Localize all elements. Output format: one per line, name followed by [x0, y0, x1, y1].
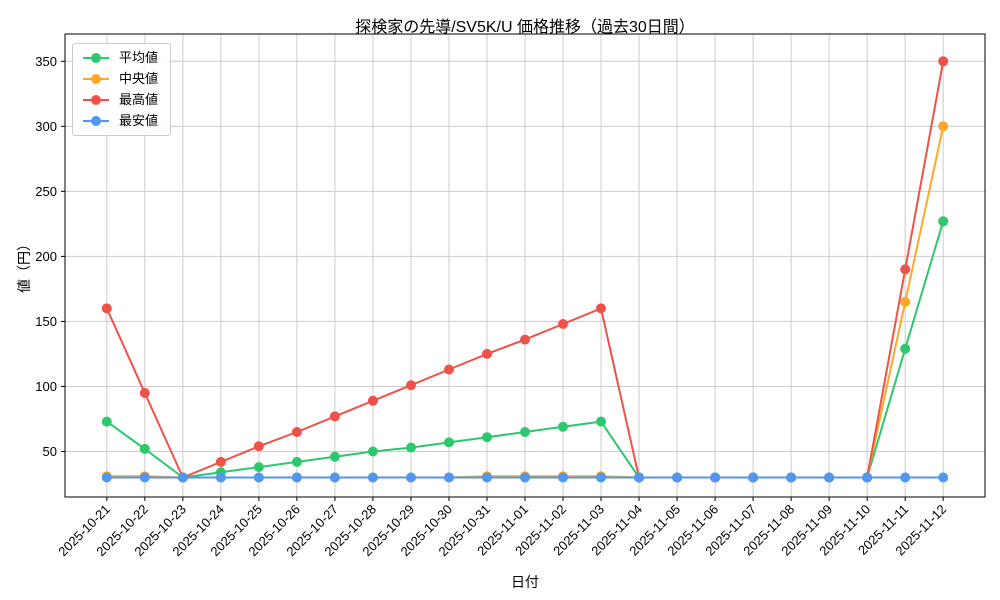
point-min	[177, 472, 188, 483]
point-mean	[900, 343, 911, 354]
y-tick-label: 150	[35, 314, 57, 329]
point-mean	[329, 451, 340, 462]
point-median	[900, 296, 911, 307]
point-mean	[139, 443, 150, 454]
point-min	[101, 472, 112, 483]
point-mean	[367, 446, 378, 457]
point-mean	[101, 416, 112, 427]
point-min	[215, 472, 226, 483]
point-max	[253, 441, 264, 452]
point-max	[444, 364, 454, 375]
legend-item-min: 最安値	[83, 114, 158, 128]
legend: 平均値中央値最高値最安値	[72, 43, 172, 136]
point-max	[596, 303, 606, 314]
point-max	[482, 348, 492, 359]
point-max	[900, 264, 911, 275]
y-axis-label: 値（円）	[16, 237, 32, 293]
legend-label-min: 最安値	[119, 113, 159, 128]
point-max	[139, 388, 150, 398]
point-min	[520, 472, 530, 483]
point-min	[710, 472, 721, 483]
point-max	[329, 411, 340, 422]
x-axis-label: 日付	[511, 574, 539, 590]
point-mean	[596, 416, 606, 427]
point-min	[558, 472, 568, 483]
point-min	[444, 472, 454, 483]
point-min	[824, 472, 835, 483]
point-min	[253, 472, 264, 483]
point-min	[862, 472, 873, 483]
point-min	[329, 472, 340, 483]
legend-marker-max-icon	[91, 95, 101, 105]
point-min	[672, 472, 683, 483]
point-max	[291, 427, 302, 437]
point-max	[215, 456, 226, 467]
point-max	[406, 380, 416, 391]
legend-item-max: 最高値	[83, 93, 158, 107]
point-min	[406, 472, 416, 483]
y-tick-label: 300	[35, 119, 57, 134]
point-min	[482, 472, 492, 483]
legend-marker-min-icon	[91, 116, 101, 126]
point-mean	[482, 432, 492, 443]
y-tick-label: 200	[35, 249, 57, 264]
chart-title: 探検家の先導/SV5K/U 価格推移（過去30日間）	[355, 19, 695, 36]
point-min	[938, 472, 949, 483]
legend-item-mean: 平均値	[83, 51, 158, 65]
legend-swatch-median-icon	[83, 74, 109, 84]
point-max	[938, 56, 949, 67]
legend-label-median: 中央値	[119, 71, 159, 86]
point-min	[634, 472, 644, 483]
legend-label-max: 最高値	[119, 92, 159, 107]
legend-swatch-min-icon	[83, 116, 109, 126]
point-max	[101, 303, 112, 314]
point-mean	[291, 456, 302, 467]
point-min	[748, 472, 759, 483]
legend-marker-mean-icon	[91, 53, 101, 63]
point-median	[938, 121, 949, 132]
legend-swatch-mean-icon	[83, 53, 109, 63]
point-min	[367, 472, 378, 483]
legend-swatch-max-icon	[83, 95, 109, 105]
point-mean	[406, 442, 416, 453]
point-max	[520, 334, 530, 345]
point-min	[291, 472, 302, 483]
point-mean	[444, 437, 454, 448]
point-min	[139, 472, 150, 483]
point-min	[900, 472, 911, 483]
point-mean	[558, 421, 568, 432]
legend-marker-median-icon	[91, 74, 101, 84]
legend-item-median: 中央値	[83, 72, 158, 86]
y-tick-label: 50	[43, 444, 57, 459]
y-tick-label: 100	[35, 379, 57, 394]
point-max	[558, 319, 568, 329]
point-mean	[253, 462, 264, 473]
point-mean	[938, 216, 949, 227]
point-min	[596, 472, 606, 483]
y-tick-label: 250	[35, 184, 57, 199]
point-min	[786, 472, 797, 483]
y-tick-label: 350	[35, 54, 57, 69]
legend-label-mean: 平均値	[119, 50, 159, 65]
point-mean	[520, 427, 530, 437]
point-max	[367, 395, 378, 406]
